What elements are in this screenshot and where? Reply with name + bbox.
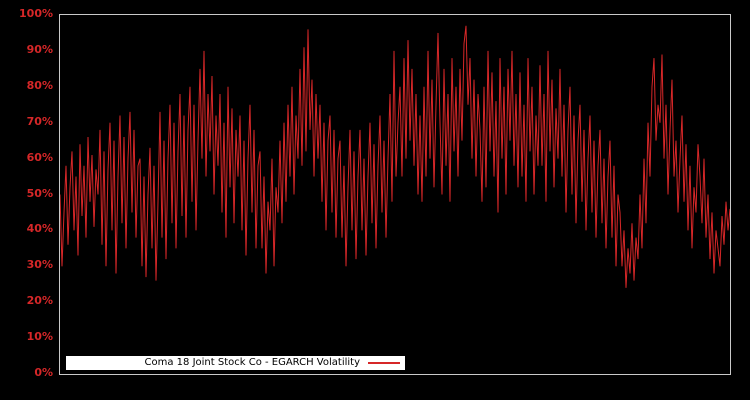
y-tick-label: 0% — [34, 366, 53, 379]
y-tick-label: 10% — [26, 330, 53, 344]
y-tick-label: 50% — [26, 186, 53, 200]
y-tick-label: 60% — [26, 150, 53, 164]
legend-label: Coma 18 Joint Stock Co - EGARCH Volatili… — [144, 357, 360, 368]
y-tick-label: 80% — [26, 78, 53, 92]
plot-area — [59, 14, 731, 375]
y-tick-label: 30% — [26, 258, 53, 272]
y-tick-label: 70% — [26, 114, 53, 128]
y-tick-label: 90% — [26, 42, 53, 56]
volatility-line-svg — [60, 25, 730, 288]
y-tick-label: 100% — [19, 7, 53, 20]
legend-line-sample-icon — [368, 362, 400, 364]
y-tick-label: 40% — [26, 222, 53, 236]
y-tick-label: 20% — [26, 294, 53, 308]
legend: Coma 18 Joint Stock Co - EGARCH Volatili… — [66, 356, 405, 370]
